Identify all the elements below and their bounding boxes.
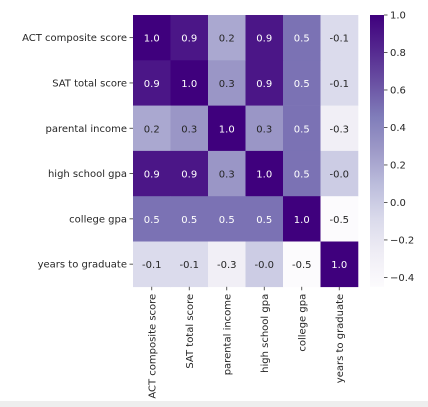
cell-value-label: 0.9 bbox=[181, 34, 197, 45]
cell-value-label: 1.0 bbox=[294, 215, 310, 226]
heatmap-cell bbox=[283, 105, 321, 152]
cell-value-label: 1.0 bbox=[181, 79, 197, 90]
row-labels: ACT composite score SAT total score parent… bbox=[22, 33, 133, 271]
heatmap-cell bbox=[320, 15, 359, 61]
cell-value-label: -0.5 bbox=[329, 215, 349, 226]
heatmap-cell bbox=[133, 60, 171, 106]
heatmap-cell bbox=[245, 60, 284, 106]
cell-value-label: 0.5 bbox=[294, 170, 310, 181]
heatmap-cell bbox=[170, 150, 209, 197]
cell-value-label: 0.9 bbox=[144, 170, 160, 181]
cell-value-label: -0.0 bbox=[254, 260, 274, 271]
heatmap-cell bbox=[170, 241, 209, 288]
heatmap-cell bbox=[283, 60, 321, 106]
cell-value-label: 0.9 bbox=[256, 79, 272, 90]
cell-value-label: 0.3 bbox=[219, 170, 235, 181]
heatmap-cell bbox=[133, 15, 171, 61]
heatmap-cell bbox=[283, 196, 321, 242]
heatmap-cell bbox=[133, 105, 171, 152]
column-label: SAT total score bbox=[185, 294, 196, 369]
cell-value-label: 1.0 bbox=[219, 124, 235, 135]
cell-value-label: 0.9 bbox=[181, 170, 197, 181]
colorbar-tick-label: 0.6 bbox=[390, 85, 406, 96]
cell-value-label: -0.1 bbox=[329, 34, 349, 45]
cell-value-label: -0.1 bbox=[142, 260, 162, 271]
heatmap-cell bbox=[170, 196, 209, 242]
cell-value-label: 0.2 bbox=[219, 34, 235, 45]
heatmap-cell bbox=[320, 150, 359, 197]
heatmap-cell bbox=[283, 241, 321, 288]
column-label: years to graduate bbox=[335, 294, 346, 383]
column-label: college gpa bbox=[297, 294, 308, 352]
bottom-scroll-strip bbox=[0, 401, 428, 407]
cell-value-label: 1.0 bbox=[144, 34, 160, 45]
cell-value-label: 0.2 bbox=[144, 124, 160, 135]
heatmap-cell bbox=[170, 15, 209, 61]
cell-value-label: -0.3 bbox=[217, 260, 237, 271]
cell-value-label: 0.5 bbox=[256, 215, 272, 226]
column-label: ACT composite score bbox=[147, 294, 158, 399]
heatmap-cell bbox=[208, 60, 246, 106]
colorbar-tick-label: 0.0 bbox=[390, 198, 406, 209]
heatmap-cell bbox=[320, 105, 359, 152]
heatmap-cells: 1.0 0.9 0.2 0.9 0.5 -0.1 0.9 1.0 0.3 0.9 0.5 -0.1 0.… bbox=[133, 15, 359, 288]
colorbar-tick-label: 0.4 bbox=[390, 123, 406, 134]
cell-value-label: 0.3 bbox=[256, 124, 272, 135]
cell-value-label: 0.3 bbox=[181, 124, 197, 135]
heatmap-cell bbox=[245, 241, 284, 288]
heatmap-cell bbox=[208, 105, 246, 152]
heatmap-cell bbox=[170, 60, 209, 106]
heatmap-cell bbox=[133, 196, 171, 242]
row-label: parental income bbox=[46, 124, 128, 135]
cell-value-label: 0.5 bbox=[294, 34, 310, 45]
colorbar-tick-label: −0.4 bbox=[390, 273, 414, 284]
colorbar bbox=[370, 15, 384, 287]
colorbar-tick-label: 0.2 bbox=[390, 160, 406, 171]
cell-value-label: -0.5 bbox=[292, 260, 312, 271]
heatmap-cell bbox=[208, 15, 246, 61]
heatmap-cell bbox=[245, 150, 284, 197]
cell-value-label: 0.9 bbox=[144, 79, 160, 90]
cell-value-label: -0.0 bbox=[329, 170, 349, 181]
column-label: high school gpa bbox=[260, 294, 271, 373]
heatmap-cell bbox=[208, 241, 246, 288]
row-label: high school gpa bbox=[48, 169, 127, 180]
cell-value-label: 0.5 bbox=[219, 215, 235, 226]
row-label: SAT total score bbox=[52, 78, 127, 89]
cell-value-label: 0.9 bbox=[256, 34, 272, 45]
heatmap-cell bbox=[133, 150, 171, 197]
cell-value-label: -0.1 bbox=[329, 79, 349, 90]
heatmap-cell bbox=[245, 105, 284, 152]
cell-value-label: 0.5 bbox=[181, 215, 197, 226]
cell-value-label: 0.5 bbox=[294, 79, 310, 90]
heatmap-cell bbox=[133, 241, 171, 288]
row-label: ACT composite score bbox=[22, 33, 127, 44]
column-labels: ACT composite score SAT total score parent… bbox=[147, 286, 346, 399]
cell-value-label: -0.1 bbox=[179, 260, 199, 271]
heatmap-cell bbox=[320, 196, 359, 242]
cell-value-label: 0.5 bbox=[144, 215, 160, 226]
cell-value-label: -0.3 bbox=[329, 124, 349, 135]
colorbar-ticks: 1.0 0.8 0.6 0.4 0.2 0.0 −0.2 −0.4 bbox=[384, 11, 414, 284]
heatmap-cell bbox=[208, 150, 246, 197]
row-label: years to graduate bbox=[38, 260, 127, 271]
cell-value-label: 0.3 bbox=[219, 79, 235, 90]
heatmap-cell bbox=[320, 241, 359, 288]
heatmap-cell bbox=[283, 150, 321, 197]
colorbar-tick-label: 1.0 bbox=[390, 11, 406, 22]
cell-value-label: 1.0 bbox=[256, 170, 272, 181]
row-label: college gpa bbox=[69, 214, 127, 225]
heatmap-cell bbox=[170, 105, 209, 152]
colorbar-tick-label: 0.8 bbox=[390, 48, 406, 59]
heatmap-cell bbox=[245, 196, 284, 242]
heatmap-cell bbox=[320, 60, 359, 106]
column-label: parental income bbox=[222, 294, 233, 376]
colorbar-tick-label: −0.2 bbox=[390, 235, 414, 246]
heatmap-cell bbox=[283, 15, 321, 61]
heatmap-cell bbox=[208, 196, 246, 242]
heatmap-cell bbox=[245, 15, 284, 61]
cell-value-label: 1.0 bbox=[331, 260, 347, 271]
cell-value-label: 0.5 bbox=[294, 124, 310, 135]
